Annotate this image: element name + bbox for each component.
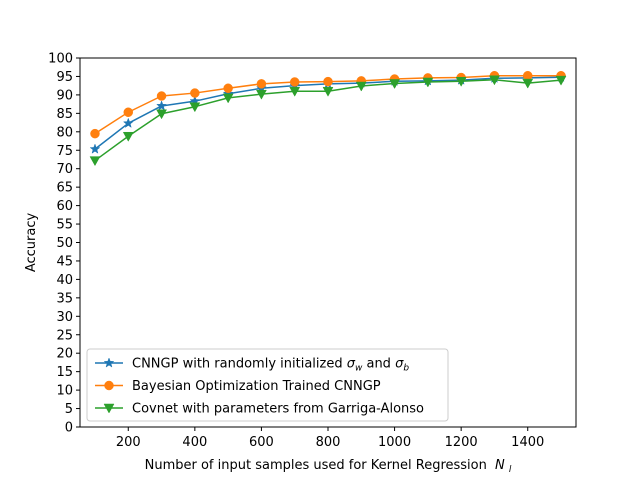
axes-frame (79, 57, 577, 428)
y-tick-label: 75 (56, 144, 73, 159)
y-tick-label: 50 (56, 236, 73, 251)
legend: CNNGP with randomly initialized σw and σ… (86, 348, 449, 422)
y-tick-label: 85 (56, 107, 73, 122)
x-tick-label: 1400 (511, 435, 544, 450)
legend-box (86, 348, 449, 422)
y-tick-label: 60 (56, 199, 73, 214)
y-tick-label: 95 (56, 70, 73, 85)
x-tick-label: 400 (182, 435, 207, 450)
data-point (156, 91, 167, 101)
data-point (122, 117, 134, 128)
legend-item: Covnet with parameters from Garriga-Alon… (95, 402, 424, 417)
x-axis: 200 400 600 800 1000 1200 1400 (116, 427, 544, 450)
legend-item: CNNGP with randomly initialized σw and σ… (95, 357, 409, 374)
data-point (156, 109, 167, 120)
y-tick-label: 10 (56, 384, 73, 399)
x-axis-title: Number of input samples used for Kernel … (145, 458, 512, 475)
y-tick-label: 90 (56, 88, 73, 103)
legend-item: Bayesian Optimization Trained CNNGP (95, 379, 381, 394)
data-point (123, 107, 134, 117)
data-point (89, 143, 101, 154)
y-tick-label: 5 (65, 402, 73, 417)
legend-marker (103, 403, 115, 414)
data-point (190, 88, 200, 98)
data-point (189, 102, 201, 113)
data-point (256, 79, 267, 89)
data-point (255, 89, 267, 100)
x-tick-label: 1000 (378, 435, 411, 450)
legend-label: Covnet with parameters from Garriga-Alon… (132, 402, 424, 417)
series-3 (89, 75, 567, 167)
data-point (289, 86, 301, 97)
data-point (122, 131, 134, 142)
y-tick-label: 35 (56, 291, 73, 306)
data-point (489, 75, 500, 86)
data-point (90, 128, 100, 139)
y-tick-label: 45 (56, 254, 73, 269)
data-point (555, 75, 567, 86)
data-point (422, 77, 434, 88)
data-point (156, 100, 167, 111)
legend-label: Bayesian Optimization Trained CNNGP (132, 379, 381, 394)
y-tick-label: 25 (56, 328, 73, 343)
y-tick-label: 70 (56, 162, 73, 177)
x-tick-label: 600 (249, 435, 274, 450)
data-point (355, 81, 367, 92)
y-tick-label: 30 (56, 310, 73, 325)
data-point (289, 77, 300, 87)
y-axis-title: Accuracy (24, 213, 39, 273)
y-tick-label: 40 (56, 273, 73, 288)
y-tick-label: 65 (56, 181, 73, 196)
legend-marker (103, 357, 115, 368)
legend-marker (104, 380, 114, 391)
y-tick-label: 20 (56, 347, 73, 362)
y-tick-label: 55 (56, 218, 73, 233)
y-tick-label: 80 (56, 125, 73, 140)
data-point (455, 76, 467, 87)
y-tick-label: 100 (48, 52, 73, 67)
data-point (522, 78, 534, 89)
y-tick-label: 15 (56, 365, 73, 380)
y-axis: 0 5 10 15 20 25 30 35 40 45 50 55 60 65 70 75 80 85 90 95 10… (48, 52, 80, 436)
data-point (223, 83, 233, 94)
data-point (389, 79, 401, 89)
data-point (89, 156, 101, 167)
x-axis-title-symbol: N (495, 458, 505, 473)
x-tick-label: 1200 (445, 435, 478, 450)
x-axis-title-text: Number of input samples used for Kernel … (145, 458, 487, 473)
legend-label: CNNGP with randomly initialized σw and σ… (132, 357, 409, 374)
x-tick-label: 200 (116, 435, 141, 450)
data-point (322, 86, 334, 97)
x-tick-label: 800 (316, 435, 341, 450)
plot-area (89, 70, 567, 167)
data-point (323, 76, 333, 87)
data-point (222, 93, 234, 104)
x-axis-title-subscript: l (509, 465, 512, 475)
y-tick-label: 0 (65, 421, 73, 436)
